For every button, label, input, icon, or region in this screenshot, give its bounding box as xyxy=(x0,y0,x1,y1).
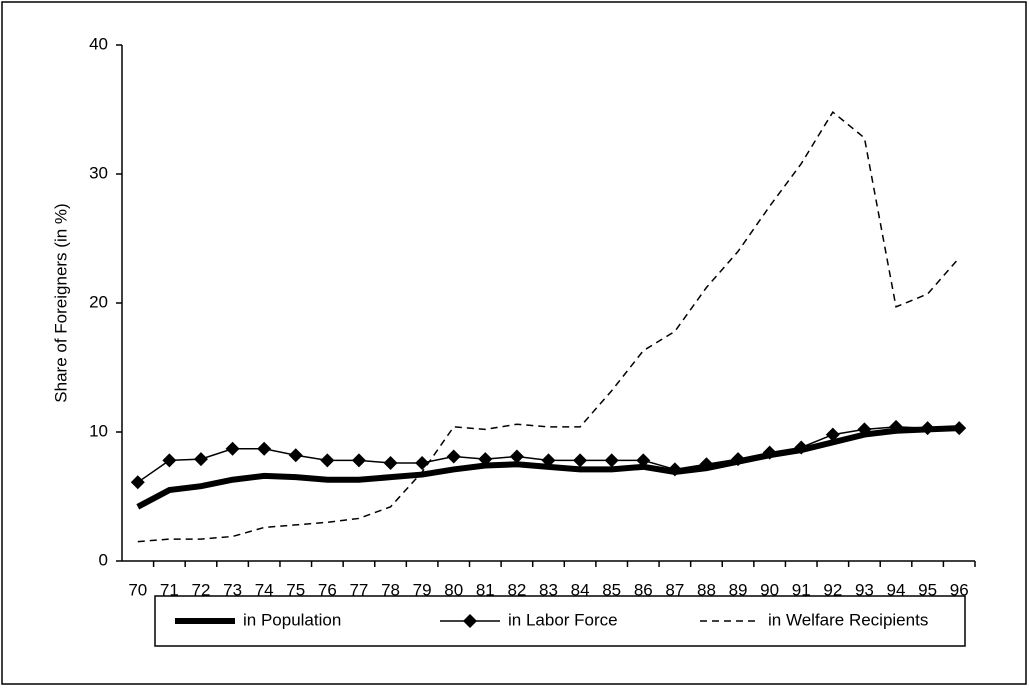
y-tick-label: 10 xyxy=(89,421,108,440)
point-marker xyxy=(794,440,809,455)
x-tick-label: 82 xyxy=(507,580,526,599)
x-tick-label: 90 xyxy=(760,580,779,599)
legend-label: in Labor Force xyxy=(508,610,618,629)
point-marker xyxy=(825,427,840,442)
point-marker xyxy=(320,453,335,468)
x-tick-label: 93 xyxy=(855,580,874,599)
point-marker xyxy=(509,449,524,464)
x-tick-label: 78 xyxy=(381,580,400,599)
x-tick-label: 76 xyxy=(318,580,337,599)
x-tick-label: 83 xyxy=(539,580,558,599)
point-marker xyxy=(446,449,461,464)
y-tick-label: 30 xyxy=(89,163,108,182)
point-marker xyxy=(541,453,556,468)
point-marker xyxy=(225,441,240,456)
legend-label: in Welfare Recipients xyxy=(768,610,928,629)
point-marker xyxy=(573,453,588,468)
point-marker xyxy=(699,457,714,472)
point-marker xyxy=(193,452,208,467)
point-marker xyxy=(636,453,651,468)
y-axis-label: Share of Foreigners (in %) xyxy=(51,203,70,402)
point-marker xyxy=(762,445,777,460)
x-tick-label: 72 xyxy=(192,580,211,599)
point-marker xyxy=(351,453,366,468)
point-marker xyxy=(415,455,430,470)
x-tick-label: 70 xyxy=(128,580,147,599)
x-tick-label: 79 xyxy=(413,580,432,599)
x-tick-label: 74 xyxy=(255,580,274,599)
x-tick-label: 77 xyxy=(349,580,368,599)
x-tick-label: 75 xyxy=(286,580,305,599)
x-tick-label: 81 xyxy=(476,580,495,599)
point-marker xyxy=(952,421,967,436)
point-marker xyxy=(257,441,272,456)
x-tick-label: 84 xyxy=(571,580,590,599)
point-marker xyxy=(667,462,682,477)
x-tick-label: 94 xyxy=(887,580,906,599)
x-tick-label: 86 xyxy=(634,580,653,599)
point-marker xyxy=(478,452,493,467)
point-marker xyxy=(857,422,872,437)
x-tick-label: 80 xyxy=(444,580,463,599)
point-marker xyxy=(130,475,145,490)
x-tick-label: 91 xyxy=(792,580,811,599)
point-marker xyxy=(604,453,619,468)
y-tick-label: 40 xyxy=(89,34,108,53)
x-tick-label: 87 xyxy=(665,580,684,599)
x-tick-label: 92 xyxy=(823,580,842,599)
point-marker xyxy=(383,455,398,470)
x-tick-label: 73 xyxy=(223,580,242,599)
series-line xyxy=(137,110,960,543)
x-tick-label: 88 xyxy=(697,580,716,599)
x-tick-label: 95 xyxy=(918,580,937,599)
y-tick-label: 20 xyxy=(89,292,108,311)
x-tick-label: 96 xyxy=(950,580,969,599)
x-tick-label: 71 xyxy=(160,580,179,599)
point-marker xyxy=(731,452,746,467)
point-marker xyxy=(920,421,935,436)
y-tick-label: 0 xyxy=(99,550,108,569)
legend-marker xyxy=(463,614,477,628)
legend-box xyxy=(154,595,966,647)
legend-label: in Population xyxy=(243,610,341,629)
point-marker xyxy=(288,448,303,463)
x-tick-label: 89 xyxy=(729,580,748,599)
point-marker xyxy=(162,453,177,468)
point-marker xyxy=(889,419,904,434)
x-tick-label: 85 xyxy=(602,580,621,599)
